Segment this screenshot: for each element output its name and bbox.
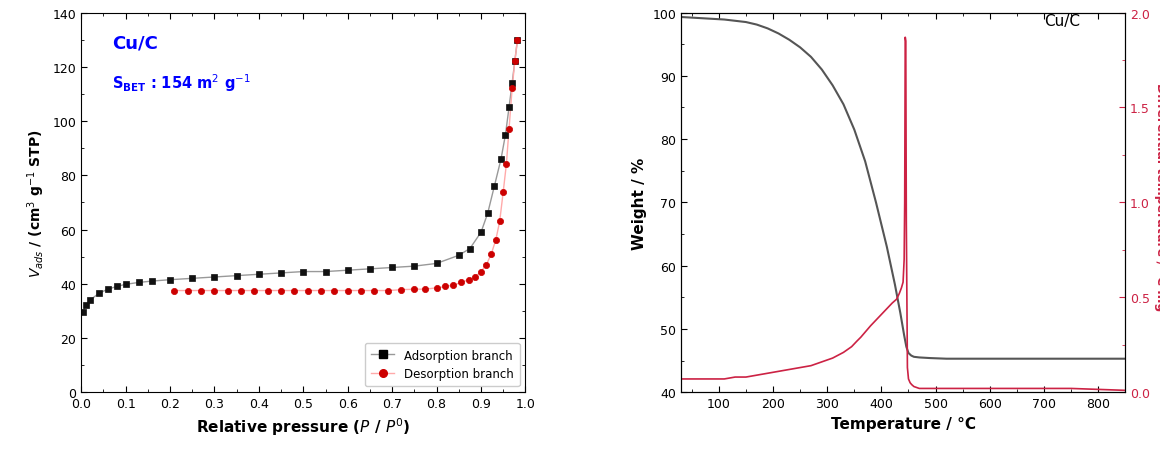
X-axis label: Temperature / °C: Temperature / °C	[831, 416, 976, 431]
Y-axis label: $V_{ads}$ / (cm$^3$ g$^{-1}$ STP): $V_{ads}$ / (cm$^3$ g$^{-1}$ STP)	[26, 129, 46, 277]
Legend: Adsorption branch, Desorption branch: Adsorption branch, Desorption branch	[365, 343, 520, 387]
Text: $\mathbf{S_{BET}}$ : 154 m$^2$ g$^{-1}$: $\mathbf{S_{BET}}$ : 154 m$^2$ g$^{-1}$	[113, 73, 251, 94]
Y-axis label: Differential temperature / °C mg⁻¹: Differential temperature / °C mg⁻¹	[1154, 83, 1160, 323]
Text: Cu/C: Cu/C	[113, 35, 158, 53]
Y-axis label: Weight / %: Weight / %	[632, 157, 646, 249]
Text: Cu/C: Cu/C	[1044, 14, 1080, 29]
X-axis label: Relative pressure ($\mathit{P}$ / $\mathit{P}^0$): Relative pressure ($\mathit{P}$ / $\math…	[196, 416, 411, 437]
